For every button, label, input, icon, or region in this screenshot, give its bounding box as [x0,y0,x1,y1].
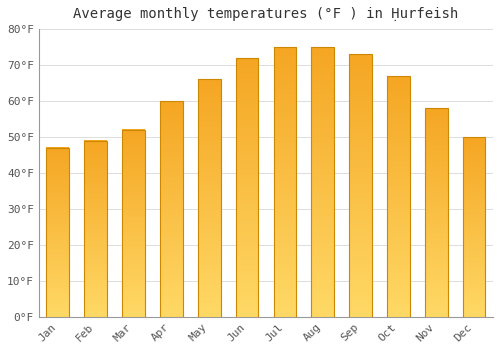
Title: Average monthly temperatures (°F ) in Ḥurfeish: Average monthly temperatures (°F ) in Ḥu… [74,7,458,21]
Bar [274,47,296,317]
Bar [84,141,107,317]
Bar [46,148,69,317]
Bar [236,58,258,317]
Bar [122,130,145,317]
Bar [312,47,334,317]
Bar [349,54,372,317]
Bar [387,76,410,317]
Bar [198,79,220,317]
Bar [160,101,182,317]
Bar [463,137,485,317]
Bar [425,108,448,317]
